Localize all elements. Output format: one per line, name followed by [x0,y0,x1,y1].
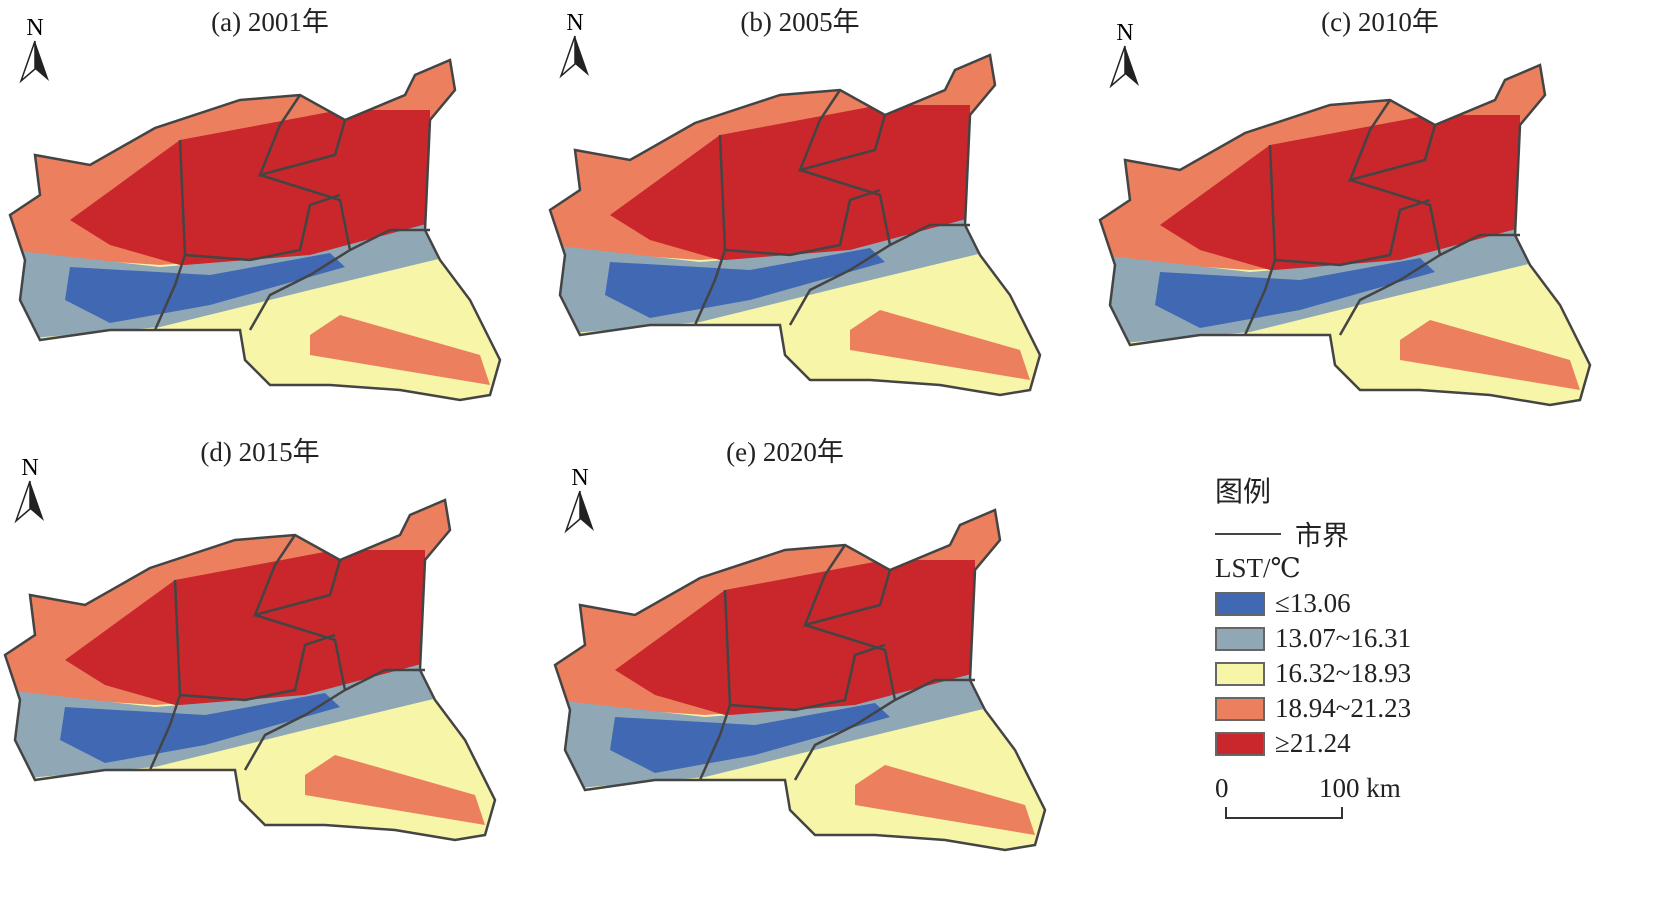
legend-label: 13.07~16.31 [1275,623,1412,653]
city-boundary [553,508,1047,852]
legend-item: 16.32~18.93 [1215,656,1411,691]
legend-title: 图例 [1215,477,1272,508]
lst-class-area [70,110,430,265]
lst-class-area [610,105,970,260]
lst-map: N [8,15,502,402]
north-label: N [26,15,43,41]
north-arrow-icon [559,35,576,79]
north-arrow-icon [35,41,49,81]
city-boundary [1098,63,1592,407]
scale-end: 100 km [1319,773,1401,803]
north-arrow-icon [564,490,581,534]
city-boundary [148,534,425,771]
city-boundary [693,89,970,326]
legend-swatch [1215,626,1265,651]
scale-start: 0 [1215,773,1229,803]
map-panel-e: N (e) 2020年 [545,430,1065,870]
lst-class-area [610,703,890,773]
lst-class-area [855,765,1035,835]
legend-label: 16.32~18.93 [1275,658,1412,688]
city-boundary [698,544,975,781]
panel-title: (e) 2020年 [726,437,844,467]
north-arrow-icon [580,491,594,531]
north-label: N [1116,20,1133,46]
city-boundary [153,94,430,331]
north-arrow-icon [575,36,589,76]
city-boundary [8,58,502,402]
legend-variable: LST/℃ [1215,553,1301,583]
panel-title: (c) 2010年 [1321,7,1439,37]
lst-class-area [605,248,885,318]
city-boundary [1243,99,1520,336]
lst-map: N [3,455,497,842]
map-panel-b: N (b) 2005年 [540,0,1060,440]
legend-label: ≤13.06 [1275,588,1351,618]
legend-swatch [1215,731,1265,756]
legend-item: 13.07~16.31 [1215,621,1411,656]
legend-swatch [1215,591,1265,616]
lst-class-area [305,755,485,825]
north-arrow-icon [30,481,44,521]
lst-map: N [1098,20,1592,407]
scale-bar: 0 100 km [1215,773,1411,833]
boundary-line-swatch [1215,532,1281,535]
north-label: N [21,455,38,481]
lst-map: N [553,465,1047,852]
map-panel-c: N (c) 2010年 [1090,0,1610,440]
lst-class-area [65,550,425,705]
legend: 图例 市界 LST/℃ ≤13.06 13.07~16.31 16.32~18.93… [1215,470,1411,833]
legend-item: ≤13.06 [1215,586,1411,621]
panel-title: (b) 2005年 [740,7,860,37]
map-panel-a: N (a) 2001年 [0,0,520,440]
north-label: N [571,465,588,491]
lst-class-area [850,310,1030,380]
lst-class-area [1155,258,1435,328]
north-arrow-icon [14,480,31,524]
city-boundary [3,498,497,842]
map-panel-d: N (d) 2015年 [0,430,520,870]
legend-label: ≥21.24 [1275,728,1351,758]
lst-map: N [548,10,1042,397]
north-arrow-icon [19,40,36,84]
north-arrow-icon [1109,45,1126,89]
boundary-label: 市界 [1295,521,1349,551]
city-boundary [548,53,1042,397]
north-arrow-icon [1125,46,1139,86]
lst-class-area [615,560,975,715]
panel-title: (d) 2015年 [200,437,320,467]
lst-class-area [65,253,345,323]
legend-item: 18.94~21.23 [1215,691,1411,726]
lst-class-area [1160,115,1520,270]
north-label: N [566,10,583,36]
legend-item: ≥21.24 [1215,726,1411,761]
legend-swatch [1215,661,1265,686]
panel-title: (a) 2001年 [211,7,329,37]
lst-class-area [60,693,340,763]
legend-label: 18.94~21.23 [1275,693,1412,723]
lst-class-area [1400,320,1580,390]
legend-swatch [1215,696,1265,721]
lst-class-area [310,315,490,385]
